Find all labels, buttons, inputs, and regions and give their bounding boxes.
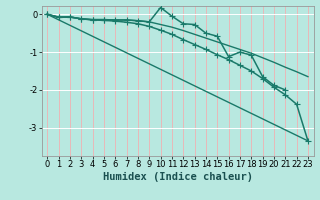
X-axis label: Humidex (Indice chaleur): Humidex (Indice chaleur) [103,172,252,182]
